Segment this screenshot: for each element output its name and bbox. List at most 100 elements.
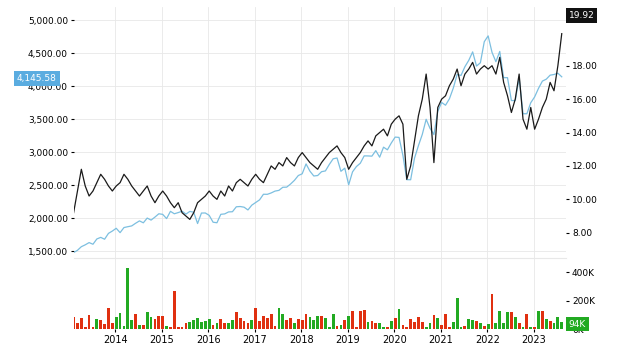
Bar bbox=[274, 326, 276, 329]
Bar bbox=[208, 319, 211, 329]
Bar bbox=[285, 320, 288, 329]
Bar bbox=[278, 308, 280, 329]
Bar bbox=[115, 317, 118, 329]
Bar bbox=[394, 318, 397, 329]
Bar bbox=[270, 315, 273, 329]
Bar bbox=[196, 318, 199, 329]
Bar bbox=[371, 320, 373, 329]
Bar bbox=[157, 316, 160, 329]
Bar bbox=[305, 314, 307, 329]
Text: 19.92: 19.92 bbox=[569, 11, 595, 20]
Bar bbox=[312, 320, 315, 329]
Bar bbox=[351, 311, 354, 329]
Bar bbox=[440, 325, 443, 329]
Bar bbox=[297, 319, 300, 329]
Bar bbox=[204, 321, 207, 329]
Bar bbox=[173, 291, 176, 329]
Bar bbox=[138, 325, 141, 329]
Bar bbox=[254, 308, 257, 329]
Bar bbox=[169, 327, 172, 329]
Bar bbox=[541, 311, 544, 329]
Bar bbox=[320, 316, 323, 329]
Bar bbox=[223, 323, 226, 329]
Bar bbox=[243, 321, 246, 329]
Bar bbox=[401, 325, 404, 329]
Bar bbox=[344, 320, 346, 329]
Bar bbox=[510, 312, 513, 329]
Bar bbox=[227, 323, 230, 329]
Bar bbox=[522, 327, 524, 329]
Bar bbox=[250, 320, 253, 329]
Bar bbox=[192, 320, 195, 329]
Bar bbox=[324, 318, 327, 329]
Bar bbox=[92, 327, 94, 329]
Bar bbox=[456, 298, 458, 329]
Bar bbox=[150, 316, 152, 329]
Bar bbox=[425, 327, 428, 329]
Bar bbox=[301, 320, 303, 329]
Bar bbox=[429, 323, 431, 329]
Bar bbox=[460, 327, 463, 329]
Bar bbox=[467, 319, 470, 329]
Bar bbox=[382, 327, 385, 329]
Bar bbox=[483, 326, 486, 329]
Bar bbox=[118, 313, 122, 329]
Bar bbox=[421, 322, 424, 329]
Bar bbox=[525, 314, 528, 329]
Bar bbox=[123, 327, 125, 329]
Bar bbox=[134, 313, 137, 329]
Bar bbox=[386, 327, 389, 329]
Bar bbox=[495, 323, 497, 329]
Bar bbox=[262, 316, 265, 329]
Bar bbox=[397, 309, 401, 329]
Bar bbox=[479, 323, 482, 329]
Bar bbox=[533, 327, 536, 329]
Bar bbox=[561, 322, 563, 329]
Bar bbox=[289, 319, 292, 329]
Bar bbox=[266, 318, 269, 329]
Bar bbox=[142, 325, 145, 329]
Bar bbox=[529, 327, 532, 329]
Bar bbox=[80, 318, 83, 329]
Bar bbox=[335, 326, 339, 329]
Bar bbox=[463, 326, 467, 329]
Bar bbox=[537, 311, 540, 329]
Bar bbox=[374, 323, 377, 329]
Bar bbox=[184, 323, 188, 329]
Bar bbox=[491, 294, 493, 329]
Bar bbox=[220, 319, 222, 329]
Bar bbox=[235, 312, 237, 329]
Bar bbox=[165, 326, 168, 329]
Bar bbox=[88, 315, 90, 329]
Bar bbox=[378, 323, 381, 329]
Bar bbox=[409, 319, 412, 329]
Bar bbox=[514, 317, 516, 329]
Bar bbox=[216, 324, 218, 329]
Bar bbox=[518, 323, 520, 329]
Bar bbox=[180, 327, 184, 329]
Bar bbox=[161, 316, 164, 329]
Bar bbox=[76, 323, 79, 329]
Bar bbox=[239, 317, 241, 329]
Bar bbox=[340, 325, 342, 329]
Bar bbox=[246, 323, 250, 329]
Bar bbox=[72, 317, 75, 329]
Bar bbox=[363, 310, 365, 329]
Bar bbox=[177, 327, 180, 329]
Bar bbox=[556, 317, 559, 329]
Bar bbox=[84, 327, 86, 329]
Bar bbox=[332, 313, 335, 329]
Bar bbox=[452, 323, 454, 329]
Bar bbox=[471, 320, 474, 329]
Bar bbox=[348, 316, 350, 329]
Bar bbox=[200, 321, 203, 329]
Bar bbox=[405, 327, 408, 329]
Bar bbox=[502, 323, 505, 329]
Bar bbox=[545, 319, 548, 329]
Bar bbox=[103, 324, 106, 329]
Bar bbox=[548, 321, 552, 329]
Bar bbox=[444, 315, 447, 329]
Bar bbox=[367, 322, 369, 329]
Bar bbox=[552, 323, 556, 329]
Bar bbox=[506, 312, 509, 329]
